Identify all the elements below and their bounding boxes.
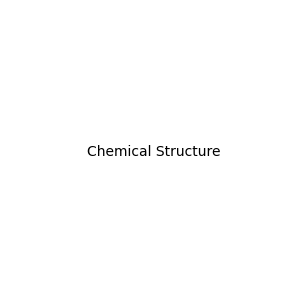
Text: Chemical Structure: Chemical Structure: [87, 145, 220, 158]
